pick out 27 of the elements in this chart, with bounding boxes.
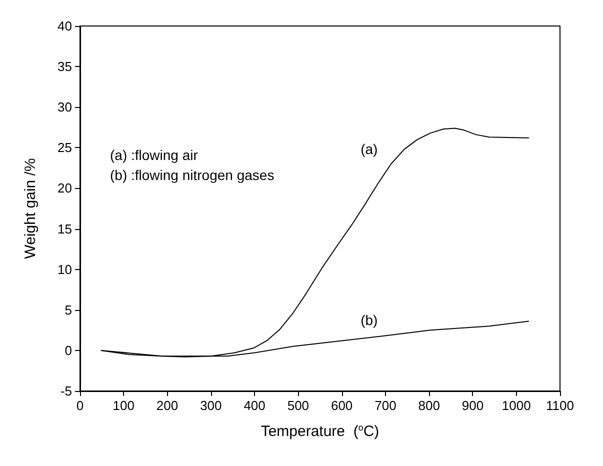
- x-tick-label: 100: [112, 398, 134, 413]
- annotation: (b) :flowing nitrogen gases: [110, 167, 274, 183]
- x-tick-label: 600: [330, 398, 353, 413]
- x-tick-label: 300: [200, 398, 222, 413]
- y-tick-label: 35: [58, 59, 72, 74]
- y-tick-label: 15: [58, 221, 72, 236]
- y-tick-label: 5: [64, 302, 72, 318]
- y-tick-label: 40: [58, 18, 72, 34]
- y-tick-label: 20: [58, 180, 72, 196]
- x-tick-label: 1100: [546, 398, 574, 413]
- y-tick-label: -5: [60, 384, 72, 398]
- x-tick-label: 1000: [502, 398, 531, 413]
- x-tick-label: 700: [374, 398, 396, 413]
- x-tick-label: 800: [418, 398, 440, 413]
- y-tick-label: 10: [58, 262, 72, 277]
- y-axis-title: Weight gain /%: [22, 158, 39, 259]
- y-tick-label: 0: [64, 342, 72, 358]
- x-tick-label: 0: [76, 398, 84, 413]
- annotation: (a) :flowing air: [110, 147, 198, 163]
- x-tick-label: 900: [462, 398, 484, 413]
- series-label: (b): [360, 312, 378, 328]
- y-tick-label: 30: [58, 100, 72, 115]
- x-tick-label: 500: [287, 398, 310, 413]
- x-tick-label: 400: [244, 398, 266, 413]
- y-tick-label: 25: [58, 140, 72, 156]
- x-tick-label: 200: [156, 398, 178, 413]
- series-label: (a): [360, 140, 378, 157]
